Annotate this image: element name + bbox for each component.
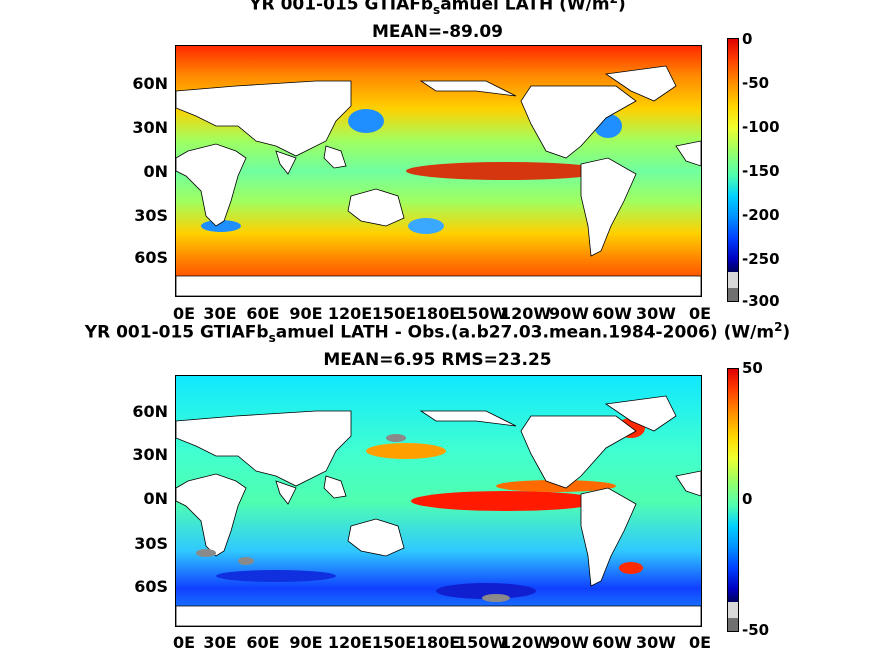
top-map-field: [176, 46, 701, 296]
bottom-lon-label: 150E: [371, 633, 417, 652]
top-lon-label: 150W: [456, 304, 508, 323]
top-map-plot: [175, 45, 702, 297]
bottom-lon-label: 180E: [415, 633, 461, 652]
top-colorbar-label: -150: [742, 162, 780, 180]
bottom-map-plot: [175, 375, 702, 627]
bottom-colorbar-label: 0: [742, 490, 753, 508]
top-colorbar-label: -250: [742, 250, 780, 268]
title-superscript: 2: [774, 320, 783, 334]
top-lat-label: 0N: [143, 162, 168, 181]
top-lon-label: 90E: [289, 304, 323, 323]
bottom-lon-label: 120E: [327, 633, 373, 652]
top-colorbar: [727, 38, 739, 302]
top-lat-label: 30S: [134, 206, 168, 225]
bottom-lon-label: 30W: [636, 633, 676, 652]
top-lat-label: 60N: [132, 74, 168, 93]
bottom-map-title: YR 001-015 GTIAFbsamuel LATH - Obs.(a.b2…: [0, 320, 875, 345]
bottom-map-subtitle: MEAN=6.95 RMS=23.25: [323, 350, 552, 370]
bottom-map-field: [176, 376, 701, 626]
bottom-lon-label: 0E: [172, 633, 196, 652]
top-colorbar-label: -50: [742, 74, 770, 92]
title-text: ): [782, 322, 791, 343]
bottom-colorbar-label: -50: [742, 621, 770, 639]
top-colorbar-label: -100: [742, 118, 780, 136]
top-lon-label: 60W: [592, 304, 632, 323]
bottom-lat-label: 0N: [143, 489, 168, 508]
bottom-lon-label: 60E: [246, 633, 280, 652]
bottom-lon-label: 150W: [456, 633, 508, 652]
title-subscript: s: [433, 3, 441, 18]
bottom-lon-label: 90W: [549, 633, 589, 652]
top-lat-label: 60S: [134, 248, 168, 267]
bottom-lon-label: 30E: [203, 633, 237, 652]
top-colorbar-label: -300: [742, 292, 780, 310]
top-map-title: YR 001-015 GTIAFbsamuel LATH (W/m2): [0, 0, 875, 17]
title-subscript: s: [268, 331, 276, 346]
bottom-colorbar-label: 50: [742, 359, 763, 377]
bottom-lat-label: 30N: [132, 445, 168, 464]
top-lat-label: 30N: [132, 118, 168, 137]
top-lon-label: 180E: [415, 304, 461, 323]
top-lon-label: 0E: [688, 304, 712, 323]
top-colorbar-label: -200: [742, 206, 780, 224]
top-colorbar-label: 0: [742, 30, 753, 48]
bottom-lon-label: 0E: [688, 633, 712, 652]
top-map-subtitle: MEAN=-89.09: [372, 22, 503, 42]
title-text: amuel LATH - Obs.(a.b27.03.mean.1984-200…: [275, 322, 775, 343]
bottom-lon-label: 90E: [289, 633, 323, 652]
top-lon-label: 30E: [203, 304, 237, 323]
bottom-lon-label: 120W: [500, 633, 552, 652]
top-lon-label: 30W: [636, 304, 676, 323]
title-text: YR 001-015 GTIAFb: [84, 322, 269, 343]
title-text: ): [617, 0, 626, 15]
bottom-lat-label: 60S: [134, 577, 168, 596]
bottom-lat-label: 60N: [132, 402, 168, 421]
top-lon-label: 0E: [172, 304, 196, 323]
title-superscript: 2: [610, 0, 618, 6]
title-text: amuel LATH (W/m: [440, 0, 610, 15]
bottom-lat-label: 30S: [134, 534, 168, 553]
top-lon-label: 60E: [246, 304, 280, 323]
bottom-colorbar: [727, 368, 739, 632]
top-lon-label: 150E: [371, 304, 417, 323]
top-lon-label: 120E: [327, 304, 373, 323]
bottom-lon-label: 60W: [592, 633, 632, 652]
top-lon-label: 90W: [549, 304, 589, 323]
top-lon-label: 120W: [500, 304, 552, 323]
title-text: YR 001-015 GTIAFb: [249, 0, 434, 15]
